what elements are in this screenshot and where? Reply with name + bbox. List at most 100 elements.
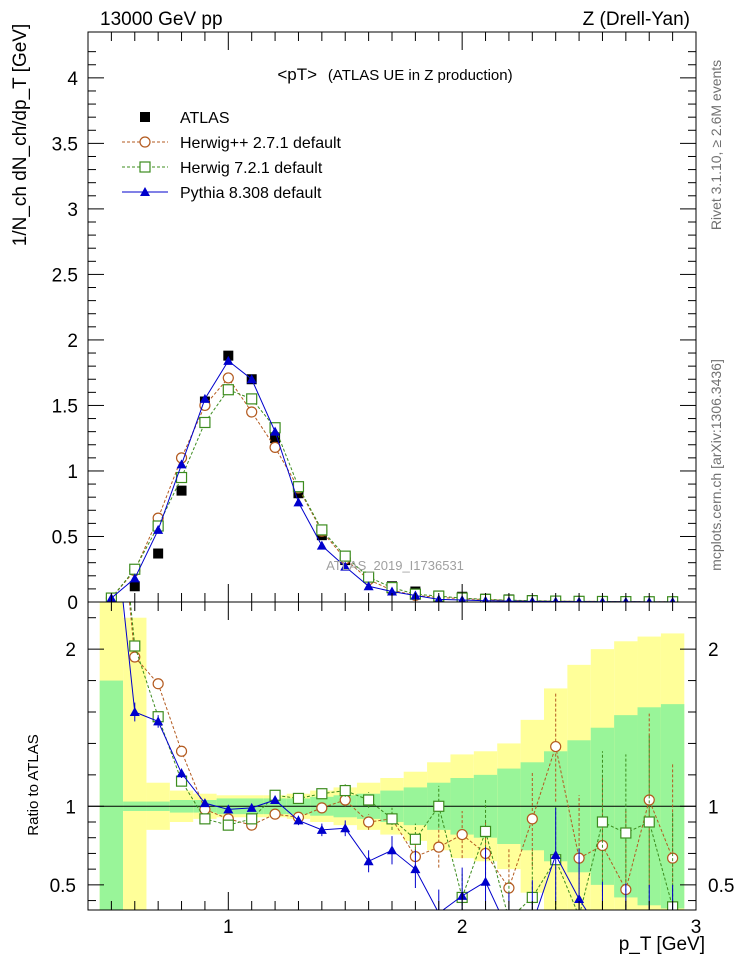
data-point [246, 802, 257, 812]
data-point [550, 850, 561, 859]
data-point [129, 640, 141, 652]
data-point [246, 406, 258, 418]
y-tick-label: 2 [67, 331, 78, 352]
x-tick-label: 1 [223, 917, 234, 938]
data-point [643, 816, 655, 828]
data-point [246, 813, 258, 825]
data-point [139, 161, 151, 173]
data-point [316, 524, 328, 536]
data-point [270, 426, 281, 436]
data-point [363, 794, 375, 806]
y-tick-label: 0.5 [52, 527, 78, 548]
data-point [386, 813, 398, 825]
data-point [363, 856, 374, 866]
data-point [140, 112, 150, 122]
data-point [387, 845, 397, 855]
data-point [246, 393, 258, 405]
data-point [293, 497, 304, 507]
data-point [480, 876, 491, 886]
data-point [269, 441, 281, 453]
data-point [270, 433, 281, 444]
data-point [316, 802, 328, 814]
data-point [199, 416, 211, 429]
data-point [106, 408, 116, 418]
data-point [153, 524, 164, 534]
y-tick-label: 2.5 [52, 265, 78, 286]
data-point [270, 795, 281, 804]
data-point [387, 586, 397, 596]
data-point [199, 798, 210, 808]
data-point [433, 800, 445, 812]
legend-label: Herwig 7.2.1 default [180, 160, 323, 177]
watermark: ATLAS_2019_I1736531 [326, 558, 464, 573]
band-outer [123, 617, 147, 910]
data-point [410, 864, 421, 874]
data-point [222, 372, 234, 384]
data-point [363, 581, 374, 591]
data-point [316, 540, 327, 550]
chart-subtitle: (ATLAS UE in Z production) [328, 67, 513, 84]
data-point [223, 355, 234, 365]
data-point [574, 894, 585, 903]
data-point [504, 927, 514, 936]
legend-label: ATLAS [180, 110, 230, 127]
data-point [223, 804, 234, 814]
y-tick-label: 3 [67, 200, 78, 221]
chart-title-main: <pT> [277, 65, 317, 84]
data-point [363, 571, 375, 583]
data-point [106, 487, 116, 496]
data-point [129, 563, 141, 575]
ratio-tick-label: 2 [65, 640, 76, 661]
data-point [292, 481, 305, 493]
data-point [269, 808, 281, 820]
data-point [176, 459, 187, 469]
data-point [409, 833, 421, 845]
data-point [363, 816, 375, 828]
ratio-tick-label-right: 2 [708, 640, 719, 661]
data-point [175, 745, 188, 757]
data-point [153, 716, 164, 726]
y-tick-label: 4 [67, 69, 78, 90]
data-point [339, 784, 351, 797]
ratio-tick-label: 1 [65, 797, 76, 818]
data-point [620, 827, 632, 839]
x-axis-label: p_T [GeV] [619, 934, 705, 955]
data-point [140, 187, 150, 196]
y-tick-label: 1 [67, 462, 78, 483]
data-point [129, 581, 140, 592]
data-point [433, 841, 445, 853]
data-point [129, 573, 140, 583]
data-point [340, 561, 351, 571]
data-point [456, 828, 468, 841]
legend: ATLAS Herwig++ 2.7.1 default Herwig 7.2.1 … [122, 110, 342, 202]
data-point [292, 792, 305, 805]
data-point [597, 930, 607, 939]
side-mcplots-label: mcplots.cern.ch [arXiv:1306.3436] [708, 359, 724, 571]
data-point [527, 919, 537, 928]
header-right: Z (Drell-Yan) [583, 9, 690, 30]
data-point [550, 740, 562, 753]
side-rivet-label: Rivet 3.1.10, ≥ 2.6M events [708, 60, 724, 230]
data-point [596, 816, 609, 828]
data-point [574, 911, 584, 921]
data-point [129, 707, 140, 716]
data-point [643, 794, 655, 806]
y-tick-label: 1.5 [52, 396, 78, 417]
data-point [293, 815, 304, 825]
chart-title: <pT> (ATLAS UE in Z production) [277, 65, 512, 84]
data-point [176, 768, 187, 778]
y-tick-label: 0 [67, 593, 78, 614]
ratio-series [106, 408, 679, 939]
data-point [339, 550, 351, 562]
legend-label: Pythia 8.308 default [180, 185, 322, 202]
axis-ticks: 0 0.5 1 1.5 2 2.5 3 3.5 4 1 2 3 0.5 0.5 1 1 2 2 [50, 32, 734, 938]
y-axis-label: 1/N_ch dN_ch/dp_T [GeV] [10, 24, 31, 247]
data-point [199, 813, 211, 825]
data-point [223, 350, 234, 361]
x-tick-label: 2 [457, 917, 468, 938]
data-point [316, 788, 328, 800]
data-point [222, 384, 234, 396]
data-point [526, 813, 538, 825]
ratio-tick-label: 0.5 [50, 876, 76, 897]
